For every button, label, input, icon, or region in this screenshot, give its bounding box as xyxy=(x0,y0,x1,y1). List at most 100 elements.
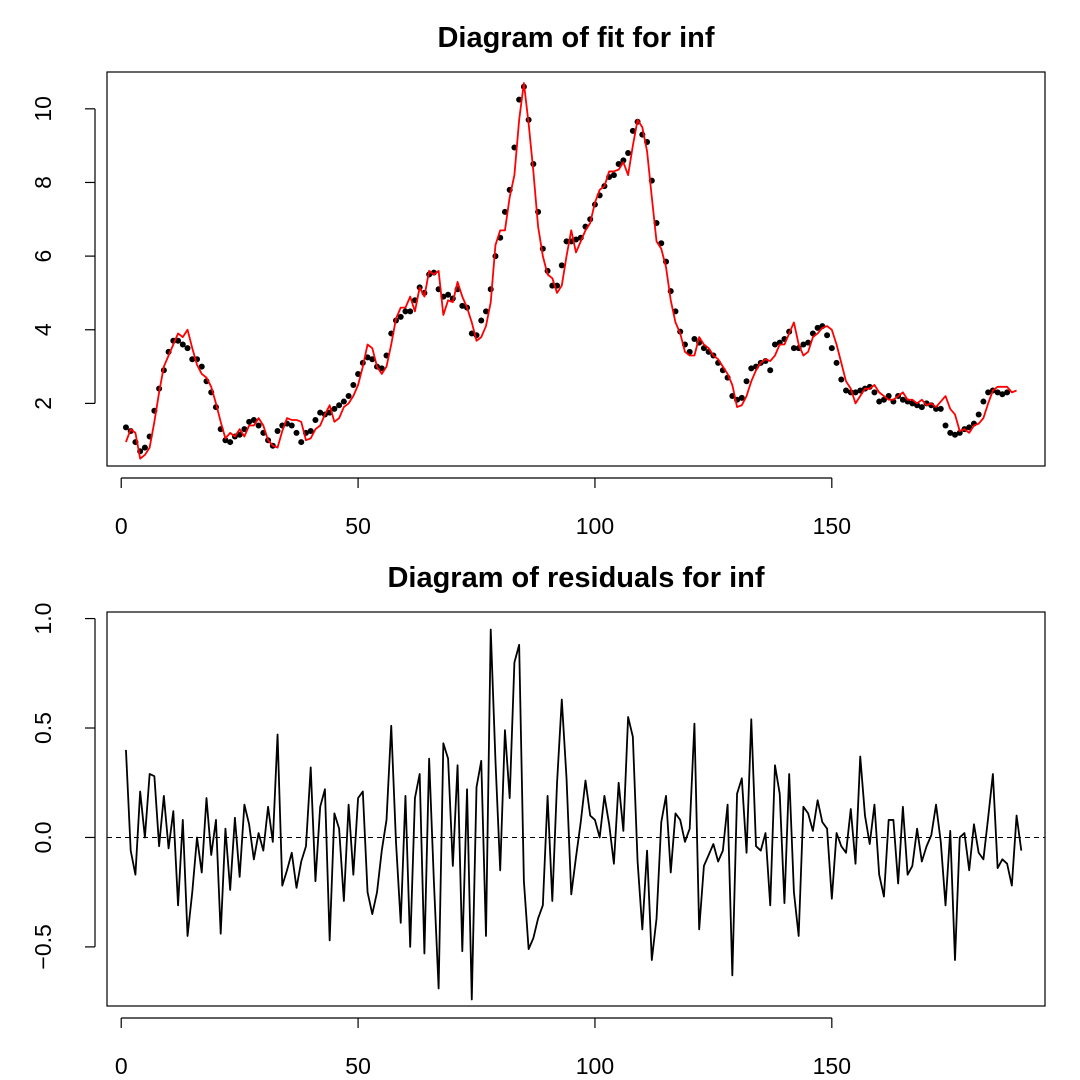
fit-y-tick-label: 8 xyxy=(30,176,56,189)
fit-y-axis: 2 4 6 8 10 xyxy=(30,96,96,410)
residuals-x-tick-label: 150 xyxy=(813,1053,851,1079)
fit-data-point xyxy=(814,324,821,331)
fit-data-point xyxy=(771,341,778,348)
fit-data-point xyxy=(482,308,489,315)
fit-data-point xyxy=(189,356,196,363)
fit-data-point xyxy=(933,405,940,412)
fit-data-point xyxy=(468,330,475,337)
fit-data-point xyxy=(179,341,186,348)
fit-data-point xyxy=(459,302,466,309)
fit-data-point xyxy=(691,335,698,342)
fit-plot-frame xyxy=(106,71,1046,467)
fit-data-point xyxy=(843,387,850,394)
fit-data-point xyxy=(871,389,878,396)
residuals-plot-frame xyxy=(106,611,1046,1007)
fit-data-point xyxy=(364,354,371,361)
fit-y-tick-label: 2 xyxy=(30,397,56,410)
fit-data-point xyxy=(407,308,414,315)
fit-data-point xyxy=(629,127,636,134)
fit-data-point xyxy=(345,393,352,400)
fit-data-point xyxy=(397,313,404,320)
fit-data-point xyxy=(563,238,570,245)
fit-data-point xyxy=(369,356,376,363)
fit-data-point xyxy=(241,426,248,433)
residuals-chart-title: Diagram of residuals for inf xyxy=(387,562,764,594)
fit-data-point xyxy=(184,345,191,352)
residuals-x-axis: 0 50 100 150 xyxy=(115,1017,851,1079)
fit-fitted-line xyxy=(125,82,1017,460)
fit-data-point xyxy=(236,431,243,438)
fit-data-point xyxy=(914,402,921,409)
fit-data-point xyxy=(122,424,129,431)
fit-data-point xyxy=(975,411,982,418)
fit-data-point xyxy=(625,150,632,157)
fit-data-point xyxy=(615,161,622,168)
fit-data-point xyxy=(336,402,343,409)
residuals-x-tick-label: 100 xyxy=(576,1053,614,1079)
residuals-y-tick-label: 0.0 xyxy=(30,821,56,853)
fit-series-layer xyxy=(122,82,1017,460)
fit-data-point xyxy=(838,376,845,383)
fit-data-point xyxy=(828,345,835,352)
fit-data-point xyxy=(501,208,508,215)
fit-data-point xyxy=(767,367,774,374)
fit-data-point xyxy=(942,422,949,429)
fit-data-point xyxy=(312,416,319,423)
fit-data-point xyxy=(288,422,295,429)
fit-data-point xyxy=(274,428,281,435)
fit-y-tick-label: 4 xyxy=(30,323,56,336)
fit-y-tick-label: 10 xyxy=(30,96,56,122)
fit-y-tick-label: 6 xyxy=(30,250,56,263)
fit-chart-title: Diagram of fit for inf xyxy=(437,22,714,54)
residuals-y-tick-label: −0.5 xyxy=(30,924,56,969)
fit-data-point xyxy=(307,428,314,435)
fit-x-tick-label: 150 xyxy=(813,513,851,539)
fit-x-tick-label: 50 xyxy=(345,513,371,539)
fit-x-axis: 0 50 100 150 xyxy=(115,477,851,539)
fit-data-point xyxy=(255,422,262,429)
fit-data-point xyxy=(800,341,807,348)
fit-data-point xyxy=(947,429,954,436)
fit-data-point xyxy=(246,418,253,425)
fit-data-point xyxy=(738,394,745,401)
residuals-x-tick-label: 0 xyxy=(115,1053,128,1079)
fit-data-point xyxy=(980,398,987,405)
fit-x-tick-label: 100 xyxy=(576,513,614,539)
fit-data-point xyxy=(298,439,305,446)
fit-data-point xyxy=(876,398,883,405)
residuals-y-tick-label: 1.0 xyxy=(30,603,56,635)
residuals-panel: Diagram of residuals for inf 0 50 100 150 −… xyxy=(30,562,1046,1079)
residuals-x-tick-label: 50 xyxy=(345,1053,371,1079)
fit-data-point xyxy=(805,339,812,346)
fit-data-point xyxy=(402,308,409,315)
fit-data-point xyxy=(748,365,755,372)
fit-data-point xyxy=(175,337,182,344)
fit-data-point xyxy=(250,416,257,423)
fit-data-point xyxy=(999,391,1006,398)
residuals-y-axis: −0.5 0.0 0.5 1.0 xyxy=(30,603,96,970)
fit-data-point xyxy=(293,429,300,436)
fit-data-point xyxy=(951,431,958,438)
fit-data-point xyxy=(966,424,973,431)
fit-data-point xyxy=(350,381,357,388)
fit-data-point xyxy=(824,332,831,339)
fit-data-point xyxy=(340,398,347,405)
fit-data-point xyxy=(852,389,859,396)
fit-data-point xyxy=(918,404,925,411)
residuals-y-tick-label: 0.5 xyxy=(30,712,56,744)
fit-data-point xyxy=(478,317,485,324)
fit-data-point xyxy=(620,157,627,164)
fit-data-point xyxy=(227,439,234,446)
fit-data-point xyxy=(141,444,148,451)
fit-data-point xyxy=(331,405,338,412)
fit-data-point xyxy=(198,363,205,370)
residuals-series-line xyxy=(125,628,1023,1001)
fit-data-point xyxy=(317,409,324,416)
fit-data-point xyxy=(857,387,864,394)
fit-data-point xyxy=(994,389,1001,396)
fit-data-point xyxy=(222,437,229,444)
fit-data-point xyxy=(378,365,385,372)
fit-data-point xyxy=(790,345,797,352)
fit-data-point xyxy=(355,370,362,377)
